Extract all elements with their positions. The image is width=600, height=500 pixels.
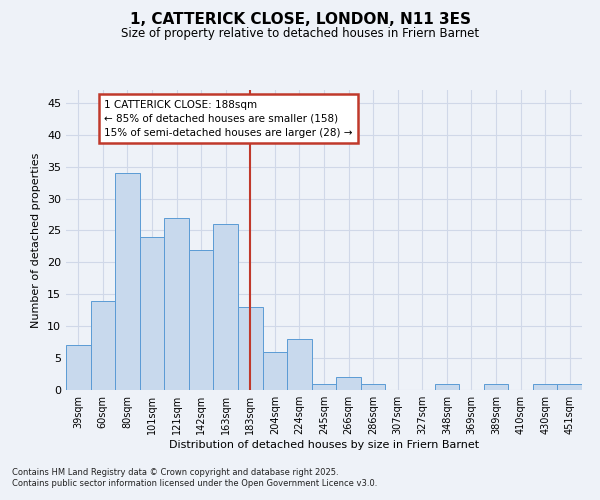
Text: 1, CATTERICK CLOSE, LONDON, N11 3ES: 1, CATTERICK CLOSE, LONDON, N11 3ES [130, 12, 470, 28]
Text: Contains HM Land Registry data © Crown copyright and database right 2025.
Contai: Contains HM Land Registry data © Crown c… [12, 468, 377, 487]
Text: Size of property relative to detached houses in Friern Barnet: Size of property relative to detached ho… [121, 28, 479, 40]
Bar [263, 352, 287, 390]
Bar [336, 377, 361, 390]
X-axis label: Distribution of detached houses by size in Friern Barnet: Distribution of detached houses by size … [169, 440, 479, 450]
Bar [164, 218, 189, 390]
Text: 1 CATTERICK CLOSE: 188sqm
← 85% of detached houses are smaller (158)
15% of semi: 1 CATTERICK CLOSE: 188sqm ← 85% of detac… [104, 100, 353, 138]
Bar [91, 300, 115, 390]
Bar [557, 384, 582, 390]
Bar [312, 384, 336, 390]
Bar [140, 237, 164, 390]
Bar [533, 384, 557, 390]
Bar [214, 224, 238, 390]
Bar [189, 250, 214, 390]
Bar [115, 173, 140, 390]
Bar [287, 339, 312, 390]
Bar [434, 384, 459, 390]
Bar [361, 384, 385, 390]
Y-axis label: Number of detached properties: Number of detached properties [31, 152, 41, 328]
Bar [238, 307, 263, 390]
Bar [66, 346, 91, 390]
Bar [484, 384, 508, 390]
